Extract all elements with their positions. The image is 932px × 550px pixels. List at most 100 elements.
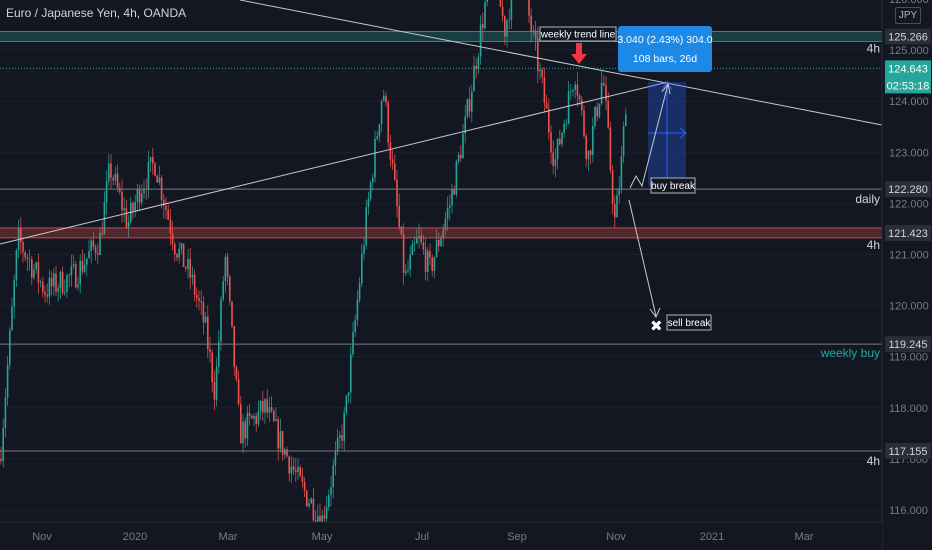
candle-body [132, 202, 134, 211]
candle-body [237, 379, 240, 405]
drawings: 3.040 (2.43%) 304.0 108 bars, 26d buy brea… [0, 0, 883, 335]
candle-body [457, 154, 460, 162]
candle-body [9, 330, 11, 365]
candle-body [180, 243, 183, 249]
candle-body [402, 234, 405, 274]
candle-body [411, 244, 414, 255]
candle-body [413, 243, 416, 245]
candle-body [499, 0, 502, 7]
candle-body [438, 240, 440, 247]
candle-body [462, 133, 464, 159]
candle-body [618, 188, 620, 195]
price-tick-label: 119.000 [889, 352, 928, 364]
candle-body [42, 281, 44, 293]
candle-body [572, 89, 574, 92]
candle-body [444, 218, 447, 230]
candle-body [90, 240, 92, 252]
candle-body [297, 467, 299, 473]
candle-body [136, 188, 139, 202]
candle-body [255, 415, 257, 424]
candle-body [416, 237, 418, 244]
candle-body [354, 319, 356, 333]
candle-body [207, 316, 209, 350]
candle-body [112, 177, 114, 181]
currency-button[interactable]: JPY [895, 7, 921, 24]
candle-body [270, 407, 273, 411]
candle-body [20, 228, 22, 243]
candle-body [37, 262, 40, 283]
candle-body [72, 264, 75, 266]
candle-body [347, 392, 350, 396]
candle-body [189, 258, 191, 278]
candle-body [614, 204, 616, 218]
candle-body [262, 400, 264, 413]
candle-body [28, 258, 31, 260]
candle-body [33, 269, 35, 278]
measure-h-head [679, 127, 687, 139]
price-tick-label: 118.000 [889, 403, 928, 415]
candle-body [460, 154, 462, 159]
candle-body [68, 275, 70, 277]
candle-body [97, 253, 99, 255]
candle-body [323, 515, 326, 519]
weekly-trend-line [239, 0, 883, 126]
candle-body [143, 188, 145, 194]
candle-body [334, 451, 337, 466]
candle-body [251, 415, 253, 419]
candle-body [213, 382, 216, 400]
candle-body [616, 194, 618, 218]
candle-body [378, 124, 381, 137]
candle-body [433, 257, 436, 272]
candle-body [431, 257, 433, 272]
buy-projection [629, 83, 669, 189]
candle-body [376, 136, 378, 139]
candle-body [409, 254, 411, 270]
candle-body [101, 233, 103, 235]
candle-body [563, 123, 565, 133]
candle-body [400, 226, 403, 235]
price-axis: 116.000117.000118.000119.000120.000121.0… [881, 0, 932, 550]
candle-body [273, 410, 275, 421]
candle-body [156, 175, 158, 183]
price-tick-label: 120.000 [889, 301, 929, 313]
candle-body [226, 256, 229, 277]
candle-body [429, 250, 431, 258]
candle-body [594, 106, 596, 127]
candle-body [589, 150, 592, 155]
sell-projection [628, 199, 657, 317]
candle-body [341, 435, 343, 441]
candle-body [149, 157, 152, 163]
candle-body [387, 102, 389, 143]
candle-body [508, 20, 510, 21]
candle-body [182, 243, 185, 268]
candle-body [576, 84, 579, 96]
price-tick-label: 123.000 [889, 147, 929, 159]
candle-body [598, 103, 601, 117]
candle-body [123, 208, 125, 211]
candle-body [202, 302, 205, 323]
candle-body [559, 138, 561, 145]
candle-body [116, 173, 119, 188]
candle-body [75, 264, 77, 288]
time-tick-label: May [312, 531, 333, 543]
candle-body [407, 269, 409, 272]
candle-body [246, 412, 249, 439]
candle-body [290, 466, 293, 474]
candle-body [215, 366, 218, 400]
price-tick-label: 125.000 [889, 45, 929, 57]
candle-body [108, 163, 110, 182]
candle-body [77, 284, 79, 288]
candle-body [119, 187, 121, 192]
candle-body [468, 99, 471, 112]
candle-body [11, 306, 13, 331]
level-price-tag [885, 181, 931, 198]
price-tick-label: 121.000 [889, 250, 929, 262]
candle-body [501, 6, 504, 17]
candle-body [233, 326, 235, 368]
candle-body [299, 467, 301, 477]
candle-body [422, 242, 425, 250]
candle-body [266, 399, 268, 413]
sell-projection-head [649, 307, 661, 318]
